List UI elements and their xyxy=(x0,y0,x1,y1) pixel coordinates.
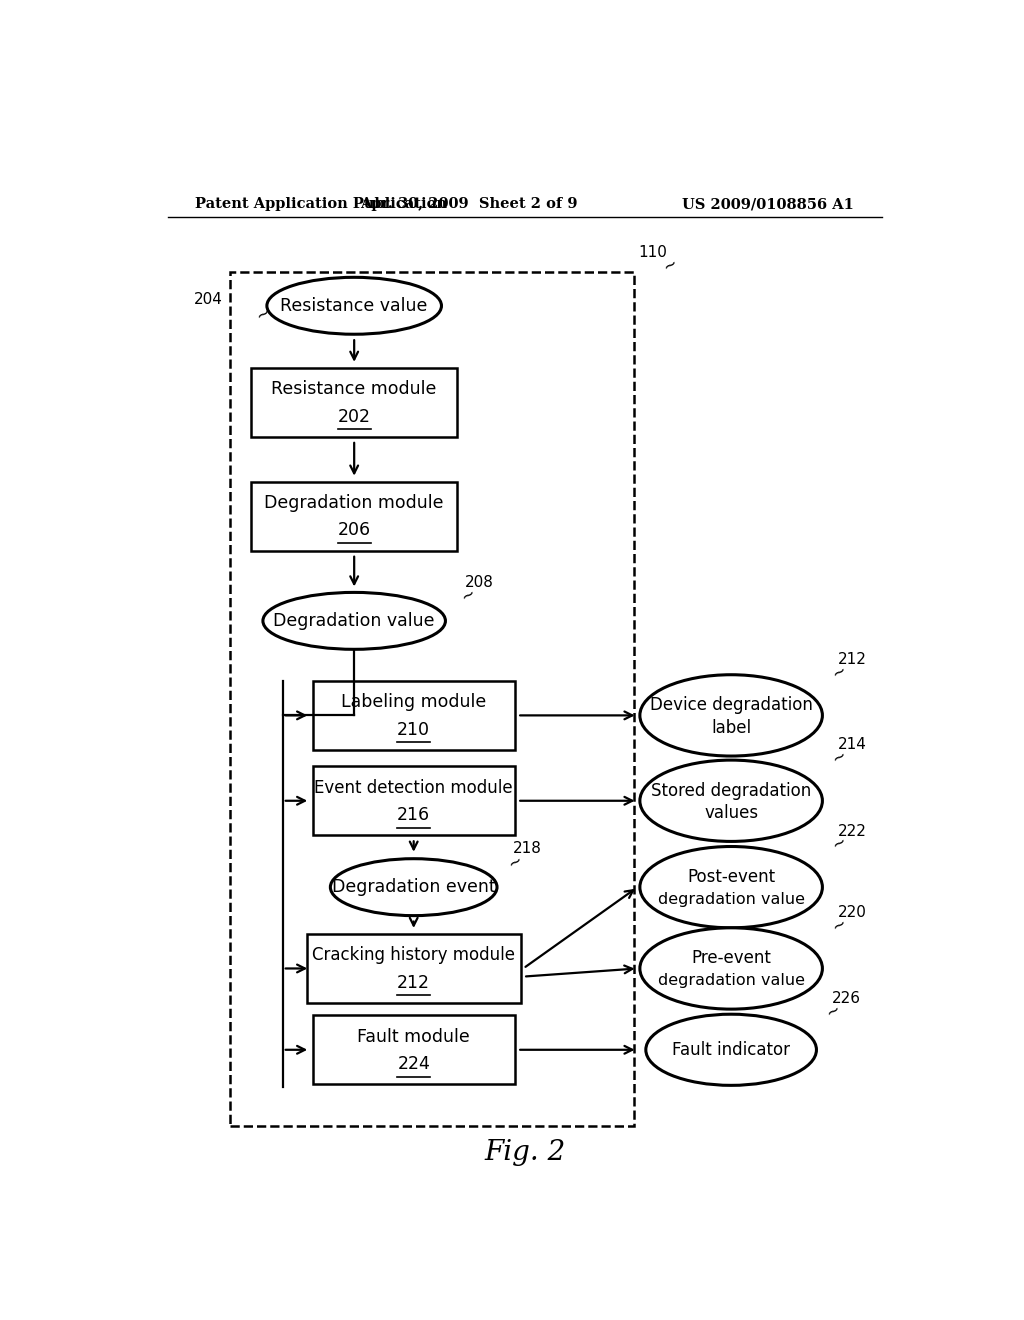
Text: Fault indicator: Fault indicator xyxy=(672,1040,791,1059)
Text: ~: ~ xyxy=(828,746,850,768)
Text: ~: ~ xyxy=(823,999,844,1023)
Text: Labeling module: Labeling module xyxy=(341,693,486,711)
Text: ~: ~ xyxy=(828,660,850,682)
Text: values: values xyxy=(705,804,758,822)
Text: Device degradation: Device degradation xyxy=(649,696,813,714)
Text: degradation value: degradation value xyxy=(657,892,805,907)
Ellipse shape xyxy=(640,760,822,841)
Text: 204: 204 xyxy=(195,292,223,308)
Text: 218: 218 xyxy=(513,841,542,857)
Text: Post-event: Post-event xyxy=(687,869,775,886)
FancyBboxPatch shape xyxy=(312,766,515,836)
Ellipse shape xyxy=(640,846,822,928)
Text: Apr. 30, 2009  Sheet 2 of 9: Apr. 30, 2009 Sheet 2 of 9 xyxy=(360,197,578,211)
FancyBboxPatch shape xyxy=(306,935,521,1003)
FancyBboxPatch shape xyxy=(312,1015,515,1084)
Text: 208: 208 xyxy=(465,574,495,590)
Ellipse shape xyxy=(267,277,441,334)
Text: 220: 220 xyxy=(839,906,867,920)
Text: Stored degradation: Stored degradation xyxy=(651,781,811,800)
Text: Event detection module: Event detection module xyxy=(314,779,513,796)
Text: label: label xyxy=(711,718,752,737)
Text: Pre-event: Pre-event xyxy=(691,949,771,968)
Ellipse shape xyxy=(331,859,497,916)
Text: ~: ~ xyxy=(828,913,850,936)
Text: 214: 214 xyxy=(839,738,867,752)
Text: 210: 210 xyxy=(397,721,430,739)
Text: ~: ~ xyxy=(505,850,526,873)
Ellipse shape xyxy=(640,928,822,1008)
Text: Resistance module: Resistance module xyxy=(271,380,437,399)
Text: 202: 202 xyxy=(338,408,371,425)
Text: Degradation module: Degradation module xyxy=(264,494,444,512)
Ellipse shape xyxy=(646,1014,816,1085)
Text: 216: 216 xyxy=(397,807,430,824)
Text: Cracking history module: Cracking history module xyxy=(312,946,515,964)
Text: ~: ~ xyxy=(659,253,681,276)
Text: ~: ~ xyxy=(253,302,273,325)
Text: 226: 226 xyxy=(833,991,861,1006)
Ellipse shape xyxy=(263,593,445,649)
Text: US 2009/0108856 A1: US 2009/0108856 A1 xyxy=(682,197,854,211)
FancyBboxPatch shape xyxy=(251,368,458,437)
Text: Fault module: Fault module xyxy=(357,1027,470,1045)
Text: 206: 206 xyxy=(338,521,371,540)
Text: degradation value: degradation value xyxy=(657,973,805,989)
Text: ~: ~ xyxy=(828,832,850,855)
Text: 212: 212 xyxy=(839,652,867,667)
FancyBboxPatch shape xyxy=(312,681,515,750)
Text: ~: ~ xyxy=(458,585,478,607)
Text: Patent Application Publication: Patent Application Publication xyxy=(196,197,447,211)
Text: Resistance value: Resistance value xyxy=(281,297,428,314)
Text: Degradation value: Degradation value xyxy=(273,612,435,630)
Ellipse shape xyxy=(640,675,822,756)
Text: Fig. 2: Fig. 2 xyxy=(484,1139,565,1166)
Text: 110: 110 xyxy=(638,246,668,260)
Text: 212: 212 xyxy=(397,974,430,991)
FancyBboxPatch shape xyxy=(251,482,458,550)
Text: 222: 222 xyxy=(839,824,867,838)
Text: Degradation event: Degradation event xyxy=(332,878,496,896)
Text: 224: 224 xyxy=(397,1055,430,1073)
